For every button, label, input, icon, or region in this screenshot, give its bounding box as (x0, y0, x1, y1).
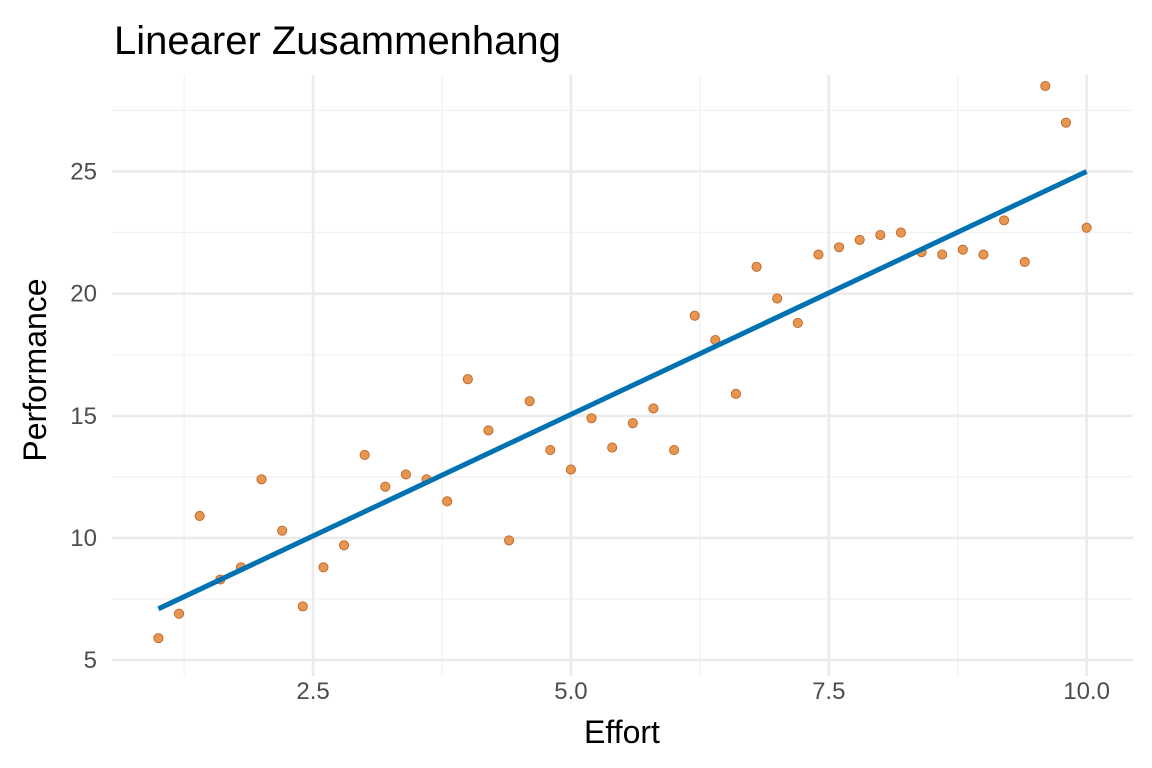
data-point (999, 215, 1010, 226)
x-tick-label: 7.5 (812, 678, 845, 705)
data-point (400, 469, 411, 480)
data-point (297, 601, 308, 612)
data-point (895, 227, 907, 238)
data-point (813, 249, 824, 260)
data-point (586, 413, 597, 424)
chart-title: Linearer Zusammenhang (114, 19, 561, 63)
data-point (937, 249, 948, 260)
data-point (689, 310, 700, 321)
y-axis-title: Performance (17, 278, 53, 461)
x-axis-ticks: 2.5 5.0 7.5 10.0 (296, 678, 1110, 705)
y-tick-label: 5 (84, 647, 97, 674)
regression-line (157, 169, 1088, 612)
regression-line-group (157, 169, 1088, 612)
y-tick-label: 25 (70, 159, 97, 186)
data-point (834, 242, 845, 253)
data-points (153, 80, 1092, 644)
data-point (978, 249, 989, 260)
data-point (380, 481, 391, 492)
y-axis-ticks: 5 10 15 20 25 (70, 159, 97, 675)
data-point (338, 540, 350, 551)
data-point (194, 510, 205, 522)
data-point (772, 293, 783, 304)
data-point (483, 425, 494, 436)
x-tick-label: 2.5 (296, 678, 329, 705)
data-point (277, 525, 288, 536)
data-point (751, 261, 762, 272)
data-point (256, 474, 267, 485)
data-point (359, 449, 370, 460)
grid (112, 75, 1133, 676)
data-point (1019, 256, 1030, 267)
data-point (875, 229, 886, 241)
y-tick-label: 10 (70, 525, 97, 552)
x-tick-label: 10.0 (1063, 678, 1110, 705)
data-point (627, 418, 638, 429)
data-point (173, 608, 185, 619)
data-point (1060, 117, 1072, 128)
x-axis-title: Effort (584, 714, 660, 750)
data-point (730, 388, 741, 399)
data-point (854, 234, 865, 245)
data-point (462, 374, 473, 385)
data-point (524, 396, 535, 407)
data-point (669, 444, 680, 456)
y-tick-label: 20 (70, 281, 97, 308)
y-tick-label: 15 (70, 403, 97, 430)
data-point (648, 403, 659, 414)
data-point (1040, 80, 1051, 92)
data-point (545, 444, 556, 456)
data-point (318, 562, 329, 573)
data-point (442, 496, 453, 507)
data-point (792, 317, 803, 329)
data-point (957, 244, 968, 255)
x-tick-label: 5.0 (554, 678, 587, 705)
data-point (504, 535, 515, 546)
data-point (1081, 222, 1092, 233)
data-point (153, 633, 164, 644)
data-point (607, 442, 618, 453)
data-point (565, 464, 576, 475)
